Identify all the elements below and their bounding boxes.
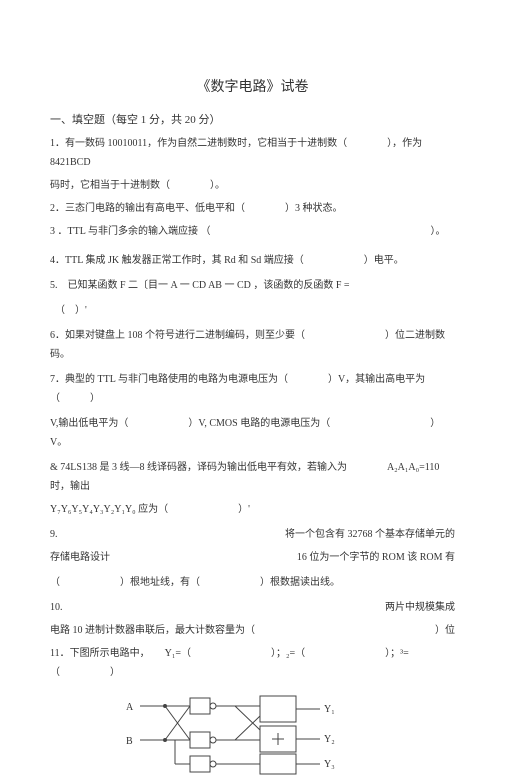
q3: 3 ．TTL 与非门多余的输入端应接 （ ）。	[50, 222, 455, 241]
q6: 6．如果对键盘上 108 个符号进行二进制编码，则至少要（ ）位二进制数码。	[50, 326, 455, 364]
diagram-out-y2: Y₂	[324, 734, 335, 745]
q11: 11．下图所示电路中， Y₁=（ ）；₂=（ ）；³=（ ）	[50, 644, 455, 682]
q7: 7．典型的 TTL 与非门电路使用的电路为电源电压为（ ）V，其输出高电平为（ …	[50, 370, 455, 408]
q4: 4．TTL 集成 JK 触发器正常工作时，其 Rd 和 Sd 端应接（ ）电平。	[50, 251, 455, 270]
q1b: 码时，它相当于十进制数（ ）。	[50, 176, 455, 195]
diagram-label-b: B	[126, 736, 133, 747]
q9b: 将一个包含有 32768 个基本存储单元的	[285, 525, 455, 544]
q9e: （ ）根地址线，有（ ）根数据读出线。	[50, 573, 455, 592]
diagram-label-a: A	[126, 702, 134, 713]
q9a: 9.	[50, 525, 58, 544]
exam-title: 《数字电路》试卷	[50, 75, 455, 102]
q5b: （ ）'	[50, 301, 455, 320]
q8: & 74LS138 是 3 线—8 线译码器，译码为输出低电平有效，若输入为 A…	[50, 458, 455, 496]
q10b: 两片中规模集成	[385, 598, 455, 617]
q2: 2．三态门电路的输出有高电平、低电平和（ ）3 种状态。	[50, 199, 455, 218]
q9c: 存储电路设计	[50, 548, 110, 567]
q9d: 16 位为一个字节的 ROM 该 ROM 有	[297, 548, 455, 567]
q7b: V,输出低电平为（ ）V, CMOS 电路的电源电压为（ ）V。	[50, 414, 455, 452]
diagram-out-y3: Y₃	[324, 759, 335, 770]
q10c: 电路 10 进制计数器串联后，最大计数容量为（ ）位	[50, 621, 455, 640]
section-heading: 一、填空题（每空 1 分，共 20 分）	[50, 110, 455, 131]
q10a: 10.	[50, 598, 63, 617]
q1: 1．有一数码 10010011，作为自然二进制数时，它相当于十进制数（ ），作为…	[50, 134, 455, 172]
circuit-diagram: A B Y₁ Y₂ Y₃	[120, 688, 455, 778]
q8b: Y₇Y₆Y₅Y₄Y₃Y₂Y₁Y₀ 应为（ ）'	[50, 500, 455, 519]
q5: 5. 已知某函数 F 二〔目一 A 一 CD AB 一 CD ，该函数的反函数 …	[50, 276, 455, 295]
